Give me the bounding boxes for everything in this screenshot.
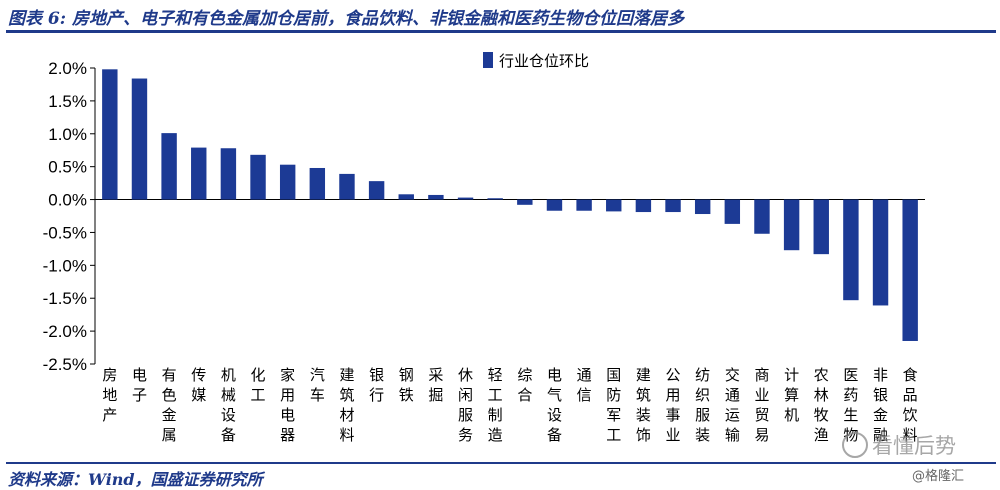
bar bbox=[368, 181, 385, 200]
bar bbox=[161, 133, 177, 200]
bar bbox=[843, 199, 859, 301]
footer-rule bbox=[6, 462, 996, 464]
category-label: 纺织服装 bbox=[695, 366, 710, 444]
category-label: 传媒 bbox=[191, 366, 206, 404]
bar bbox=[279, 164, 296, 200]
bar bbox=[872, 199, 889, 306]
category-label: 非银金融 bbox=[873, 366, 888, 444]
bar bbox=[724, 199, 741, 224]
bar bbox=[576, 199, 592, 211]
category-label: 采掘 bbox=[428, 366, 443, 404]
bar bbox=[398, 194, 414, 200]
category-label: 建筑材料 bbox=[339, 366, 354, 444]
watermark-logo: 看懂后势 bbox=[842, 430, 956, 460]
category-label: 商业贸易 bbox=[754, 366, 769, 444]
y-tick-label: -1.5% bbox=[43, 289, 87, 308]
category-label: 房地产 bbox=[102, 366, 117, 424]
bar bbox=[546, 199, 563, 211]
watermark-tagline: 看懂后势 bbox=[872, 434, 956, 458]
bar bbox=[250, 154, 266, 200]
y-tick-label: -0.5% bbox=[43, 223, 87, 242]
category-label: 通信 bbox=[577, 366, 592, 404]
y-tick-label: 1.5% bbox=[48, 92, 87, 111]
legend-swatch bbox=[483, 52, 493, 68]
y-tick-label: -2.5% bbox=[43, 355, 87, 374]
category-label: 化工 bbox=[251, 366, 266, 404]
axes: 2.0% 1.5% 1.0% 0.5% 0.0% -0.5% -1.0% -1.5% -2.0%… bbox=[43, 59, 925, 374]
source-note: 资料来源：Wind，国盛证券研究所 bbox=[8, 470, 263, 489]
bar bbox=[339, 173, 355, 200]
y-tick-label: 0.0% bbox=[48, 191, 87, 210]
y-tick-label: 1.0% bbox=[48, 125, 87, 144]
category-label: 家用电器 bbox=[280, 366, 295, 444]
bar bbox=[635, 199, 652, 213]
legend-label: 行业仓位环比 bbox=[499, 52, 589, 70]
category-label: 银行 bbox=[369, 366, 384, 404]
category-label: 轻工制造 bbox=[488, 366, 503, 444]
bar bbox=[191, 147, 207, 200]
bar bbox=[131, 78, 148, 200]
category-label: 交通运输 bbox=[725, 366, 740, 444]
y-tick-label: 0.5% bbox=[48, 158, 87, 177]
bar bbox=[813, 199, 829, 255]
bar bbox=[309, 167, 326, 200]
bars bbox=[102, 69, 918, 341]
bar bbox=[665, 199, 681, 213]
bar bbox=[487, 198, 503, 200]
watermark-handle: @格隆汇 bbox=[912, 469, 965, 484]
category-label: 机械设备 bbox=[221, 366, 236, 444]
watermark-circle-icon bbox=[842, 432, 868, 458]
bar bbox=[457, 197, 474, 200]
bar bbox=[754, 199, 770, 234]
category-label: 钢铁 bbox=[399, 366, 414, 404]
category-label: 公用事业 bbox=[666, 366, 681, 444]
category-label: 休闲服务 bbox=[458, 366, 473, 444]
bar bbox=[517, 199, 533, 205]
legend: 行业仓位环比 bbox=[483, 52, 589, 70]
bar bbox=[694, 199, 711, 215]
y-tick-label: -1.0% bbox=[43, 256, 87, 275]
bar bbox=[783, 199, 800, 251]
category-label: 计算机 bbox=[784, 366, 799, 424]
chart-title: 图表 6: 房地产、电子和有色金属加仓居前，食品饮料、非银金融和医药生物仓位回落… bbox=[8, 9, 684, 29]
bar bbox=[428, 194, 444, 200]
category-label: 汽车 bbox=[310, 366, 325, 404]
title-rule bbox=[6, 30, 996, 33]
bar bbox=[102, 69, 118, 200]
category-label: 有色金属 bbox=[162, 366, 177, 444]
bar bbox=[606, 199, 622, 212]
category-label: 食品饮料 bbox=[903, 366, 918, 444]
category-label: 电气设备 bbox=[547, 366, 562, 444]
category-labels: 房地产电子有色金属传媒机械设备化工家用电器汽车建筑材料银行钢铁采掘休闲服务轻工制… bbox=[102, 366, 917, 444]
category-label: 农林牧渔 bbox=[814, 366, 829, 444]
category-label: 综合 bbox=[517, 366, 532, 404]
bar-chart: 行业仓位环比 2.0% 1.5% 1.0% 0.5% 0.0% -0.5% -1.0% -1.… bbox=[43, 52, 925, 444]
bar bbox=[220, 148, 237, 200]
bar bbox=[902, 199, 918, 341]
category-label: 电子 bbox=[132, 366, 147, 404]
category-label: 建筑装饰 bbox=[636, 366, 651, 444]
y-tick-label: -2.0% bbox=[43, 322, 87, 341]
category-label: 国防军工 bbox=[606, 366, 621, 444]
y-tick-label: 2.0% bbox=[48, 59, 87, 78]
